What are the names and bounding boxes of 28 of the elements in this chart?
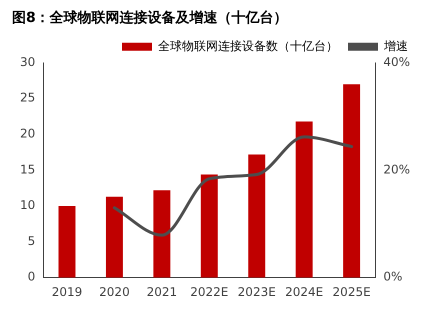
legend-label: 增速 bbox=[383, 38, 408, 53]
y-tick-label: 25 bbox=[20, 90, 36, 105]
x-tick-label: 2020 bbox=[99, 284, 130, 299]
bar bbox=[343, 84, 360, 278]
bar bbox=[106, 196, 123, 278]
bar bbox=[153, 190, 170, 278]
y-tick-label: 5 bbox=[28, 234, 36, 248]
y-tick-label: 15 bbox=[20, 162, 36, 176]
line-series bbox=[112, 135, 354, 237]
bar bbox=[248, 154, 266, 278]
y2-tick-label: 20% bbox=[383, 162, 410, 176]
x-tick-label: 2022E bbox=[190, 284, 228, 299]
y2-tick-label: 40% bbox=[383, 54, 410, 69]
y-tick-label: 30 bbox=[20, 54, 36, 69]
y-tick-label: 20 bbox=[20, 126, 36, 141]
y-tick-label: 10 bbox=[20, 198, 36, 212]
x-tick-label: 2024E bbox=[285, 284, 324, 299]
y-tick-label: 0 bbox=[28, 270, 36, 284]
y2-tick-label: 0% bbox=[383, 270, 402, 284]
bar bbox=[296, 122, 313, 278]
x-tick-label: 2021 bbox=[146, 284, 178, 299]
chart-title: 图8：全球物联网连接设备及增速（十亿台） bbox=[12, 9, 288, 26]
bar bbox=[58, 206, 76, 278]
x-tick-label: 2019 bbox=[52, 284, 82, 299]
bar bbox=[200, 174, 218, 278]
legend-label: 全球物联网连接设备数（十亿台） bbox=[158, 38, 338, 53]
x-tick-label: 2025E bbox=[332, 284, 371, 299]
x-tick-label: 2023E bbox=[238, 284, 276, 299]
